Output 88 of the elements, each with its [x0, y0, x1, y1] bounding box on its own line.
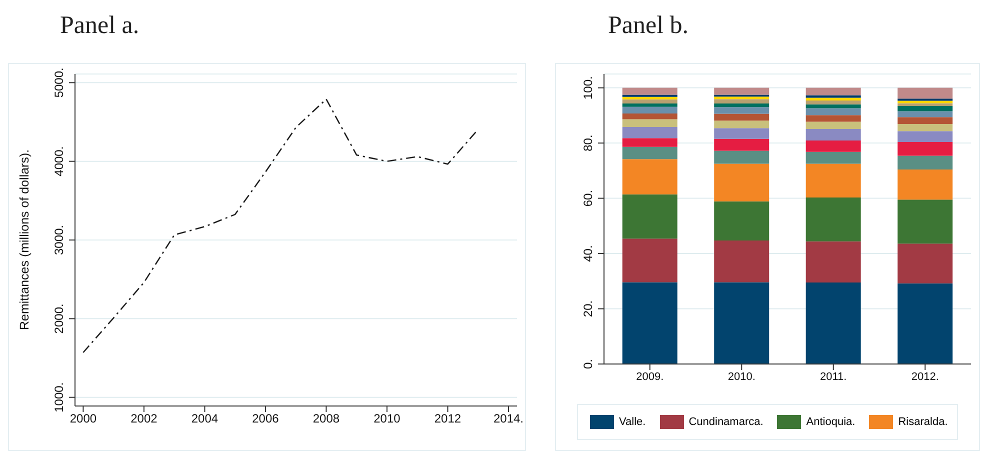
- bar: [898, 142, 953, 156]
- y-tick-label: 20.: [581, 300, 595, 318]
- bar: [622, 282, 678, 364]
- x-tick-label: 2006: [252, 412, 280, 426]
- legend-label: Valle.: [619, 416, 646, 428]
- bar: [806, 128, 861, 141]
- bar: [714, 128, 770, 139]
- bar: [714, 96, 770, 100]
- bar: [898, 111, 953, 118]
- y-tick-label: 5000.: [52, 68, 66, 98]
- bar: [898, 124, 953, 132]
- legend-label: Risaralda.: [898, 416, 948, 428]
- bar: [714, 138, 770, 151]
- bar: [898, 283, 953, 364]
- bar: [714, 164, 770, 202]
- y-tick-label: 0.: [581, 358, 595, 370]
- chart-title: Panel b.: [608, 12, 689, 40]
- bar: [898, 100, 953, 104]
- x-tick-label: 2010.: [728, 370, 756, 383]
- bar: [622, 138, 678, 147]
- bar: [806, 98, 861, 101]
- bar: [806, 241, 861, 283]
- bar: [622, 119, 678, 128]
- bar: [622, 194, 678, 239]
- bar: [714, 114, 770, 121]
- bar: [714, 201, 770, 241]
- bar: [714, 282, 770, 364]
- bar: [622, 99, 678, 104]
- x-tick-label: 2002: [130, 412, 158, 426]
- bar: [898, 117, 953, 124]
- bar: [714, 99, 770, 104]
- y-tick-label: 1000.: [52, 382, 66, 412]
- x-tick-label: 2012: [434, 412, 462, 426]
- bar: [806, 100, 861, 104]
- bar: [622, 159, 678, 194]
- x-tick-label: 2008: [312, 412, 340, 426]
- bar: [714, 107, 770, 114]
- x-tick-label: 2009.: [636, 370, 664, 383]
- y-tick-label: 3000.: [52, 224, 66, 256]
- bar: [898, 156, 953, 170]
- bar: [714, 104, 770, 108]
- bar: [898, 88, 953, 99]
- bar: [806, 88, 861, 96]
- line-series: [82, 98, 479, 354]
- legend-label: Antioquia.: [806, 416, 856, 428]
- x-tick-label: 2014.: [493, 412, 524, 426]
- bar: [898, 200, 953, 244]
- bar: [622, 104, 678, 107]
- bar: [714, 88, 770, 95]
- x-tick-label: 2010: [374, 412, 401, 426]
- bar: [806, 108, 861, 116]
- legend-label: Cundinamarca.: [688, 416, 764, 428]
- bar: [898, 170, 953, 200]
- bar: [622, 127, 678, 138]
- bar: [622, 238, 678, 282]
- chart-title: Panel a.: [60, 12, 140, 40]
- y-tick-label: 60.: [581, 190, 595, 207]
- y-tick-label: 2000.: [52, 304, 66, 334]
- bar: [714, 150, 770, 164]
- bar: [806, 104, 861, 108]
- x-tick-label: 2004: [191, 412, 218, 426]
- bar: [806, 197, 861, 242]
- bar: [714, 120, 770, 128]
- y-tick-label: 4000.: [52, 146, 66, 176]
- bar: [622, 96, 678, 100]
- bar: [622, 106, 678, 114]
- bar: [622, 88, 678, 95]
- bar: [714, 240, 770, 282]
- bar: [622, 113, 678, 120]
- bar: [898, 103, 953, 106]
- y-axis-title: Remittances (millions of dollars).: [17, 149, 32, 330]
- bar: [806, 122, 861, 129]
- bar: [806, 95, 861, 98]
- bar: [806, 282, 861, 364]
- y-tick-label: 80.: [581, 134, 595, 152]
- x-tick-label: 2012.: [911, 370, 939, 383]
- y-tick-label: 100.: [581, 76, 595, 100]
- bar: [806, 140, 861, 152]
- x-tick-label: 2000: [70, 412, 97, 426]
- bar: [898, 244, 953, 284]
- bar: [806, 152, 861, 164]
- bar: [806, 115, 861, 122]
- x-tick-label: 2011.: [820, 370, 847, 383]
- bar: [898, 106, 953, 112]
- y-tick-label: 40.: [581, 245, 595, 262]
- bar: [806, 164, 861, 198]
- bar: [898, 131, 953, 142]
- bar: [622, 146, 678, 160]
